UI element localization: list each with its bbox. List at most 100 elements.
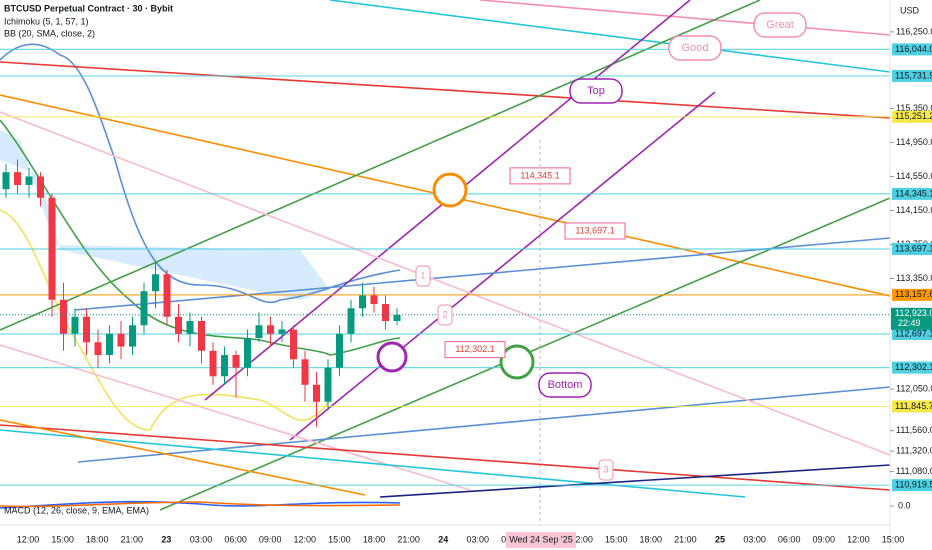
symbol-title: BTCUSD Perpetual Contract · 30 · Bybit — [4, 3, 173, 13]
x-tick-label: 12:00 — [570, 534, 593, 544]
speech-bubble — [538, 372, 592, 398]
speech-bubble — [569, 78, 623, 104]
y-tick-label: 115,350.0 — [896, 103, 932, 113]
price-label-box — [892, 400, 932, 413]
x-tick-label: 06:00 — [224, 534, 247, 544]
crosshair-label-box — [506, 532, 576, 548]
trend-line — [479, 0, 891, 36]
x-tick-label: 03:00 — [467, 534, 490, 544]
bubble-text: Good — [682, 42, 709, 54]
candle-body — [152, 274, 159, 292]
candle-body — [140, 291, 148, 326]
candle-body — [198, 321, 205, 351]
y-tick-label: 111,080.0 — [896, 466, 932, 476]
crosshair-label: Wed 24 Sep '25 — [509, 534, 573, 544]
smiley — [432, 172, 468, 208]
candle-body — [106, 333, 113, 356]
candle-body — [94, 342, 102, 356]
smiley — [499, 344, 535, 380]
candle-body — [14, 172, 21, 185]
candle-body — [347, 308, 355, 334]
candle-body — [71, 316, 79, 334]
candle-body — [175, 316, 182, 334]
candles — [2, 159, 401, 428]
signal-line — [0, 501, 401, 508]
price-label: 110,919.5 — [895, 480, 932, 490]
price-label: 112,302.1 — [895, 362, 932, 372]
price-label: 115,731.9 — [895, 70, 932, 80]
candle-body — [290, 329, 297, 360]
trend-line — [0, 111, 891, 456]
candle-body — [2, 172, 10, 190]
bubble-text: Bottom — [548, 379, 583, 391]
x-tick-label: 03:00 — [743, 534, 766, 544]
last-price-label: 112,923.0 — [895, 308, 932, 318]
candle-body — [370, 295, 378, 305]
counter-box — [415, 265, 431, 287]
price-note-box — [509, 167, 571, 185]
countdown: 22:49 — [898, 318, 921, 328]
x-tick-label: 15:00 — [882, 534, 905, 544]
currency-label: USD — [900, 5, 920, 15]
price-label-box — [892, 328, 932, 341]
trend-line — [0, 424, 891, 491]
candle-body — [278, 329, 286, 334]
y-tick-label: 114,950.0 — [896, 137, 932, 147]
indicator-label: BB (20, SMA, close, 2) — [4, 28, 95, 38]
bubble-text: Great — [766, 19, 794, 31]
candle-body — [267, 325, 274, 334]
candle-body — [324, 367, 332, 402]
price-label: 111,845.7 — [895, 401, 932, 411]
candle-body — [129, 325, 136, 347]
trend-line — [289, 91, 716, 441]
trend-line — [0, 419, 366, 496]
price-label: 116,044.0 — [895, 44, 932, 54]
candle-body — [313, 384, 320, 402]
candle-body — [48, 197, 56, 300]
y-tick-label: 116,250.0 — [896, 26, 932, 36]
price-label-box — [892, 361, 932, 374]
y-tick-label: 0.0 — [898, 500, 911, 510]
trend-line — [0, 429, 746, 498]
candle-body — [336, 333, 343, 368]
candle-body — [25, 176, 33, 185]
price-note-box — [444, 341, 506, 359]
price-label-box — [892, 110, 932, 123]
price-label-box — [892, 479, 932, 492]
last-price-box — [891, 307, 932, 330]
candle-body — [393, 314, 401, 322]
y-tick-label: 111,320.0 — [896, 445, 932, 455]
price-label: 115,251.2 — [895, 111, 932, 121]
counter: 3 — [603, 464, 608, 474]
x-tick-label: 25 — [715, 534, 725, 544]
x-tick-label: 24 — [438, 534, 448, 544]
price-label-box — [892, 288, 932, 301]
counter: 1 — [420, 270, 425, 280]
price-label: 112,697.1 — [895, 328, 932, 338]
y-tick-label: 111,560.0 — [896, 425, 932, 435]
x-tick-label: 12:00 — [17, 534, 40, 544]
price-label: 113,697.1 — [895, 243, 932, 253]
bb-lower — [0, 209, 331, 431]
trend-line — [329, 0, 891, 73]
indicator-label: MACD (12, 26, close, 9, EMA, EMA) — [4, 505, 149, 515]
price-note: 113,697.1 — [575, 225, 614, 235]
candle-body — [37, 176, 44, 198]
candle-body — [359, 295, 366, 309]
x-tick-label: 23 — [161, 534, 171, 544]
indicator-label: Ichimoku (5, 1, 57, 1) — [4, 16, 89, 26]
price-label: 114,345.1 — [895, 188, 932, 198]
candle-body — [117, 333, 125, 347]
price-label-box — [892, 242, 932, 255]
candle-body — [163, 274, 171, 317]
x-tick-label: 15:00 — [51, 534, 74, 544]
candle-body — [232, 355, 240, 368]
x-tick-label: 12:00 — [294, 534, 317, 544]
x-tick-label: 18:00 — [640, 534, 663, 544]
x-tick-label: 12:00 — [847, 534, 870, 544]
price-label: 113,157.6 — [895, 289, 932, 299]
x-tick-label: 09:00 — [813, 534, 836, 544]
speech-bubble — [668, 35, 722, 61]
x-tick-label: 09:00 — [259, 534, 282, 544]
candle-body — [255, 325, 263, 339]
